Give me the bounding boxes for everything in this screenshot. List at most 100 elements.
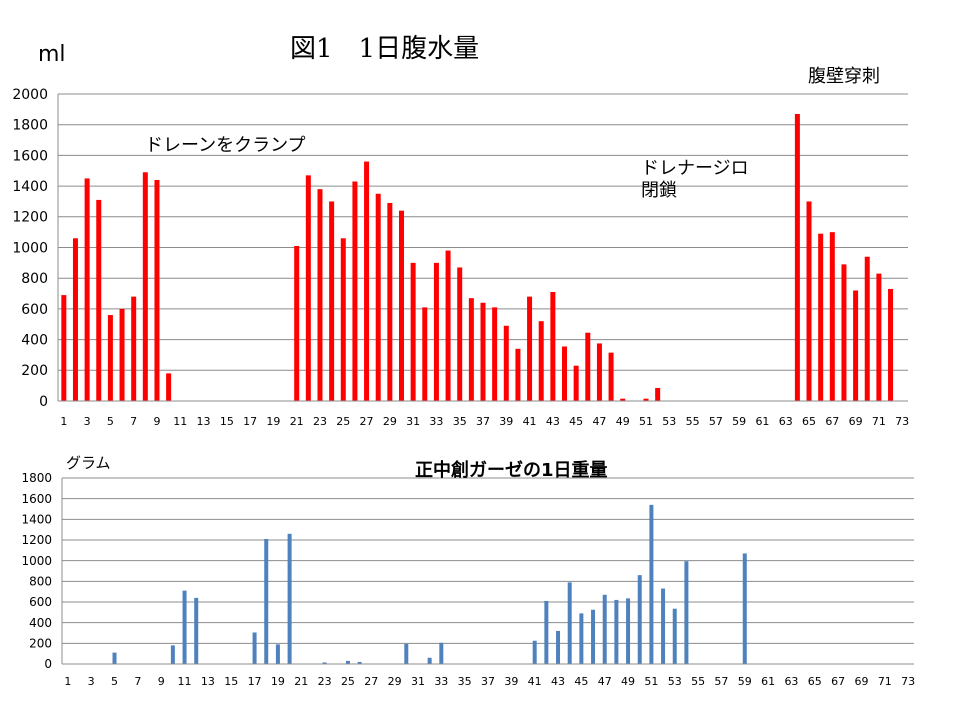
chart2-bar — [287, 533, 292, 664]
chart2-x-tick-label: 57 — [714, 675, 728, 688]
chart1-x-tick-label: 65 — [802, 415, 816, 428]
chart1-bar — [480, 302, 486, 401]
chart1-bar — [608, 352, 614, 401]
chart1-x-tick-label: 17 — [243, 415, 257, 428]
chart1-y-tick-label: 800 — [21, 271, 48, 287]
chart1-bar — [841, 264, 847, 401]
chart1-bar — [829, 232, 835, 401]
chart2-bar — [357, 661, 362, 664]
chart2-y-tick-label: 200 — [29, 637, 52, 651]
chart1-x-tick-label: 53 — [662, 415, 676, 428]
chart2-x-tick-label: 9 — [158, 675, 165, 688]
chart2-y-tick-label: 1400 — [21, 513, 52, 527]
chart1-x-tick-label: 3 — [84, 415, 91, 428]
chart1-bar — [550, 292, 556, 401]
chart2-x-tick-label: 39 — [504, 675, 518, 688]
chart2-bar — [427, 657, 432, 664]
chart2-x-tick-label: 27 — [364, 675, 378, 688]
chart2-bar — [567, 582, 572, 664]
chart1-y-tick-label: 1800 — [12, 118, 48, 134]
chart1-bar — [562, 346, 568, 401]
chart1-bar — [422, 307, 428, 401]
chart1-bar — [492, 307, 498, 401]
chart2-bar — [275, 644, 280, 664]
chart1-x-tick-label: 51 — [639, 415, 653, 428]
chart2-y-tick-label: 600 — [29, 595, 52, 609]
chart1-bar — [364, 161, 370, 401]
chart2-x-tick-label: 1 — [64, 675, 71, 688]
chart2-bar — [544, 600, 549, 664]
chart1-bar — [317, 189, 323, 401]
chart1-y-tick-label: 1200 — [12, 210, 48, 226]
chart1-bar — [806, 201, 812, 401]
chart1-bar — [352, 181, 358, 401]
chart1-bar — [305, 175, 311, 401]
chart2-x-tick-label: 21 — [294, 675, 308, 688]
chart1-x-tick-label: 33 — [429, 415, 443, 428]
chart2-x-tick-label: 51 — [644, 675, 658, 688]
chart2-bar — [614, 599, 619, 664]
chart2-bar — [194, 597, 199, 664]
chart1-y-tick-label: 1600 — [12, 148, 48, 164]
chart1-x-tick-label: 59 — [732, 415, 746, 428]
chart1-bar — [585, 332, 591, 401]
chart1-y-tick-label: 400 — [21, 333, 48, 349]
chart2-x-tick-label: 33 — [434, 675, 448, 688]
chart1-x-tick-label: 37 — [476, 415, 490, 428]
chart1-bar — [573, 365, 579, 401]
chart2-x-tick-label: 29 — [388, 675, 402, 688]
annotation-abdominal-puncture: 腹壁穿刺 — [808, 66, 880, 87]
chart1-bar — [154, 179, 160, 401]
chart2-bar — [661, 588, 666, 664]
chart2-x-tick-label: 69 — [854, 675, 868, 688]
chart1-x-tick-label: 69 — [849, 415, 863, 428]
chart2-x-tick-label: 63 — [784, 675, 798, 688]
chart1-bar — [655, 387, 661, 401]
chart2-y-tick-label: 0 — [44, 657, 52, 671]
chart2-bar — [252, 632, 257, 664]
chart1-x-tick-label: 19 — [266, 415, 280, 428]
chart2-x-tick-label: 41 — [528, 675, 542, 688]
chart1-x-tick-label: 35 — [453, 415, 467, 428]
chart2-x-tick-label: 35 — [458, 675, 472, 688]
chart2-x-tick-label: 61 — [761, 675, 775, 688]
chart2-x-tick-label: 47 — [598, 675, 612, 688]
chart2-bar — [345, 660, 350, 664]
chart1-bar — [142, 172, 148, 401]
chart1-x-tick-label: 13 — [197, 415, 211, 428]
chart1-y-tick-label: 200 — [21, 363, 48, 379]
chart1-x-tick-label: 7 — [130, 415, 137, 428]
chart2-bar — [591, 609, 596, 664]
chart2-bar — [404, 643, 409, 664]
chart1-bar — [876, 273, 882, 401]
chart2-y-tick-label: 1600 — [21, 492, 52, 506]
chart1-bar — [131, 296, 137, 401]
chart1-x-tick-label: 21 — [290, 415, 304, 428]
chart2-x-tick-label: 67 — [831, 675, 845, 688]
chart1-bar — [375, 193, 381, 401]
chart1-bar — [457, 267, 463, 401]
chart1-x-tick-label: 47 — [592, 415, 606, 428]
chart1-y-tick-label: 0 — [39, 394, 48, 410]
chart2-x-tick-label: 73 — [901, 675, 915, 688]
chart1-y-tick-label: 600 — [21, 302, 48, 318]
chart1-bar — [119, 308, 125, 401]
chart2-bar — [322, 662, 327, 664]
chart1-bar — [853, 290, 859, 401]
chart2-x-tick-label: 53 — [668, 675, 682, 688]
chart2-bar — [672, 608, 677, 664]
chart1-x-tick-label: 25 — [336, 415, 350, 428]
chart2-x-tick-label: 17 — [248, 675, 262, 688]
chart1-bar — [527, 296, 533, 401]
chart2-x-tick-label: 59 — [738, 675, 752, 688]
chart2-x-tick-label: 31 — [411, 675, 425, 688]
chart1-bar — [888, 288, 894, 401]
chart2-x-tick-label: 43 — [551, 675, 565, 688]
chart2-x-tick-label: 37 — [481, 675, 495, 688]
chart1-x-tick-label: 45 — [569, 415, 583, 428]
chart1-bar — [84, 178, 90, 401]
chart2-y-tick-label: 1200 — [21, 533, 52, 547]
chart1-bar — [329, 201, 335, 401]
annotation-drain-clamp: ドレーンをクランプ — [145, 135, 306, 156]
